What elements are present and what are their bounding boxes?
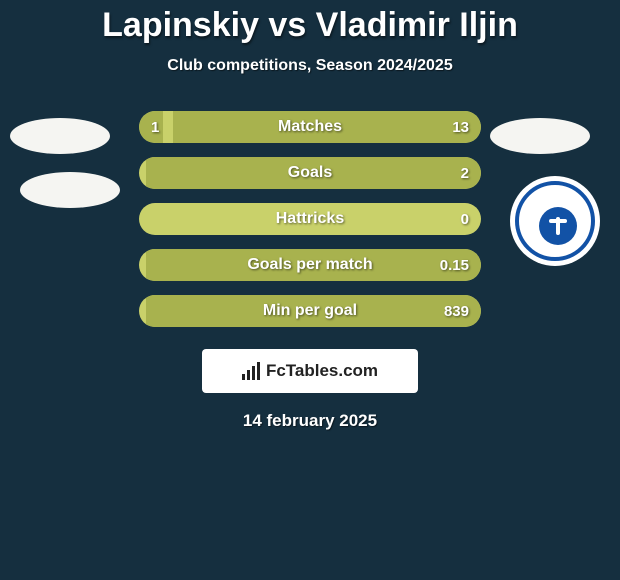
stat-row: Goals2 (139, 157, 481, 189)
stat-label: Hattricks (139, 203, 481, 235)
stat-value-left: 1 (151, 111, 159, 143)
stat-value-right: 13 (452, 111, 469, 143)
bar-chart-icon (242, 362, 260, 380)
stat-value-right: 839 (444, 295, 469, 327)
logo-text: FcTables.com (266, 361, 378, 381)
player1-country-placeholder (10, 118, 110, 154)
stat-row: Matches1 13 (139, 111, 481, 143)
stat-label: Goals per match (139, 249, 481, 281)
generated-date: 14 february 2025 (0, 411, 620, 431)
stat-row: Hattricks0 (139, 203, 481, 235)
player2-country-placeholder (490, 118, 590, 154)
fctables-logo[interactable]: FcTables.com (202, 349, 418, 393)
stat-label: Min per goal (139, 295, 481, 327)
stat-row: Min per goal839 (139, 295, 481, 327)
stat-label: Matches (139, 111, 481, 143)
page-subtitle: Club competitions, Season 2024/2025 (0, 57, 620, 75)
stat-label: Goals (139, 157, 481, 189)
club-crest-icon (515, 181, 595, 261)
stat-row: Goals per match0.15 (139, 249, 481, 281)
stat-value-right: 2 (461, 157, 469, 189)
player2-club-crest (510, 176, 600, 266)
stat-value-right: 0.15 (440, 249, 469, 281)
stats-bar-list: Matches1 13 Goals2 Hattricks0 Goals per matc… (139, 111, 481, 327)
player1-club-placeholder (20, 172, 120, 208)
page-title: Lapinskiy vs Vladimir Iljin (0, 0, 620, 45)
stat-value-right: 0 (461, 203, 469, 235)
